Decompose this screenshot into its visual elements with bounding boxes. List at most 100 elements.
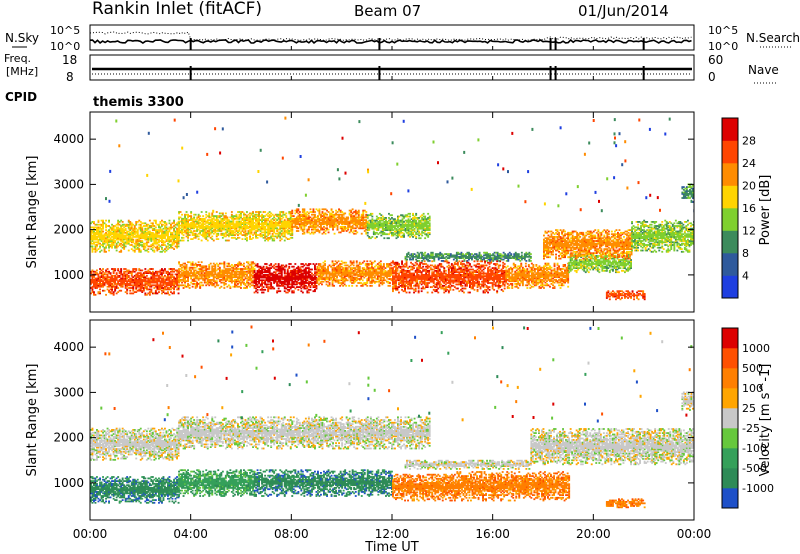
power-cell-2 — [304, 276, 307, 279]
power-cell-3 — [342, 268, 345, 271]
power-cell-4 — [431, 260, 434, 263]
power-cell-6 — [624, 264, 626, 267]
power-cell-6 — [625, 257, 628, 260]
power-cell-3 — [352, 271, 355, 274]
power-cell-0 — [127, 270, 130, 273]
power-cell-2 — [274, 280, 277, 283]
power-cell-0 — [162, 289, 165, 292]
power-cell-1 — [205, 270, 208, 273]
power-cell-3 — [321, 268, 323, 271]
power-cell-3 — [355, 271, 358, 274]
power-cell-0 — [135, 279, 138, 281]
power-cell-5 — [526, 273, 529, 276]
power-cell-3 — [382, 279, 385, 282]
power-cell-3 — [334, 280, 337, 283]
power-cell-5 — [555, 276, 557, 279]
power-cell-2 — [270, 274, 273, 276]
power-cell-5 — [555, 273, 557, 276]
power-cell-4 — [463, 282, 465, 284]
power-cell-1 — [196, 281, 199, 284]
power-cell-4 — [487, 278, 489, 280]
power-cell-8 — [97, 231, 100, 234]
power-cell-0 — [162, 283, 165, 285]
power-cell-1 — [202, 270, 205, 273]
power-cell-5 — [562, 268, 565, 270]
power-cell-0 — [91, 274, 94, 277]
power-cell-4 — [444, 280, 447, 283]
power-cell-6 — [621, 255, 623, 257]
power-cell-3 — [334, 272, 337, 275]
power-cell-4 — [411, 275, 414, 278]
power-cell-4 — [485, 272, 488, 275]
power-cell-3 — [351, 267, 354, 269]
power-cell-8 — [103, 234, 106, 237]
power-cell-4 — [464, 269, 467, 272]
power-cell-2 — [306, 276, 309, 279]
power-cell-1 — [206, 277, 209, 280]
power-cell-7 — [627, 297, 629, 299]
power-cell-6 — [569, 264, 572, 267]
power-cell-4 — [416, 282, 419, 284]
power-cell-4 — [420, 261, 423, 264]
power-cell-2 — [283, 280, 286, 283]
power-cell-7 — [633, 294, 635, 297]
power-cell-0 — [136, 284, 139, 287]
power-cell-8 — [126, 231, 129, 234]
power-cell-2 — [312, 263, 315, 265]
power-cell-6 — [581, 264, 584, 267]
power-cell-3 — [370, 267, 373, 269]
noise-bottom-tick-right: 10^0 — [708, 40, 738, 53]
power-cell-3 — [366, 282, 369, 284]
power-cell-3 — [389, 278, 391, 280]
power-cell-2 — [300, 265, 303, 268]
power-cell-8 — [94, 226, 97, 229]
power-cell-0 — [120, 270, 123, 273]
power-cell-4 — [475, 275, 477, 278]
power-cell-7 — [618, 290, 620, 293]
power-cell-2 — [295, 283, 298, 286]
power-cell-1 — [226, 262, 229, 265]
power-cell-4 — [404, 263, 406, 265]
power-cell-1 — [206, 276, 209, 279]
power-cell-4 — [410, 261, 412, 264]
power-cell-8 — [139, 227, 142, 230]
power-cell-0 — [97, 280, 100, 283]
power-cell-0 — [129, 284, 132, 287]
power-cell-8 — [91, 248, 94, 250]
power-cell-5 — [552, 281, 554, 284]
power-cell-2 — [297, 275, 300, 278]
power-cell-3 — [325, 274, 328, 276]
power-cell-4 — [396, 287, 399, 290]
power-cell-3 — [321, 283, 323, 286]
power-cell-2 — [262, 276, 265, 279]
power-cell-4 — [469, 276, 471, 279]
power-cell-3 — [390, 278, 393, 280]
power-cell-6 — [583, 261, 586, 264]
power-cell-1 — [178, 261, 180, 264]
power-cell-6 — [608, 265, 611, 268]
power-cell-2 — [292, 272, 295, 275]
power-cell-7 — [631, 294, 634, 297]
power-cell-1 — [227, 269, 230, 272]
power-cell-3 — [321, 276, 323, 279]
power-cell-0 — [133, 277, 136, 280]
power-cell-6 — [624, 260, 626, 263]
power-cell-8 — [100, 223, 103, 226]
power-cell-2 — [301, 272, 304, 275]
power-cell-4 — [429, 275, 432, 278]
power-cell-8 — [144, 234, 147, 237]
power-cell-1 — [244, 270, 247, 273]
power-cell-4 — [456, 263, 459, 265]
power-cell-5 — [555, 272, 557, 274]
power-cell-6 — [583, 263, 586, 265]
power-cell-0 — [106, 274, 109, 277]
power-cell-0 — [147, 280, 150, 283]
power-cell-8 — [138, 226, 141, 229]
power-cell-0 — [120, 277, 123, 280]
power-cell-5 — [561, 279, 563, 281]
power-cell-2 — [294, 268, 297, 271]
power-cell-2 — [314, 275, 316, 278]
power-cell-0 — [150, 272, 153, 274]
power-cell-0 — [139, 274, 142, 277]
power-cell-2 — [267, 275, 270, 278]
